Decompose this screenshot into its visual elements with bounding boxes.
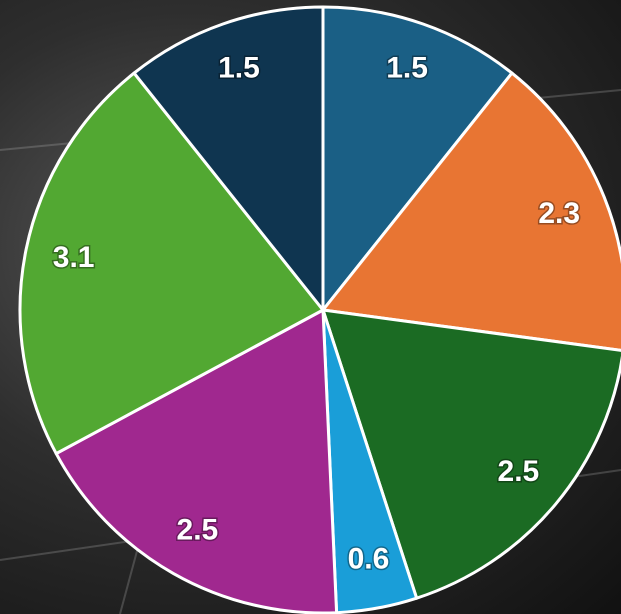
- data-label: 0.6: [348, 542, 390, 575]
- page: {"chart_data": {"type": "pie", "values":…: [0, 0, 621, 614]
- data-label: 2.3: [538, 197, 580, 230]
- data-label: 2.5: [177, 513, 219, 546]
- data-label: 1.5: [386, 52, 428, 85]
- data-label: 1.5: [218, 52, 260, 85]
- data-label: 2.5: [498, 455, 540, 488]
- data-label: 3.1: [53, 241, 95, 274]
- chart: 1.5 2.3 2.5 0.6 2.5 3.1 1.5: [0, 0, 621, 614]
